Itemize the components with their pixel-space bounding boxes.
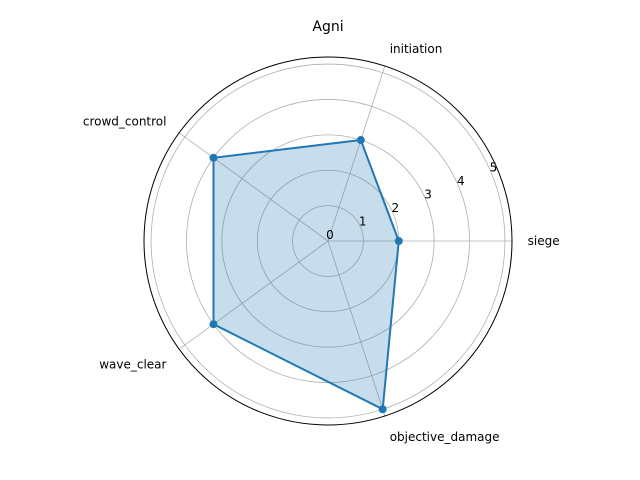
radial-tick-label: 5 — [490, 160, 498, 174]
radial-tick-label: 4 — [457, 174, 465, 188]
radial-tick-label: 1 — [359, 214, 367, 228]
chart-title: Agni — [312, 19, 343, 35]
category-label: wave_clear — [99, 357, 166, 371]
spoke-gridline — [327, 65, 386, 242]
data-point — [356, 136, 365, 145]
spoke-gridline — [178, 132, 329, 242]
data-point — [378, 405, 387, 414]
radial-tick-label: 2 — [392, 201, 400, 215]
radial-tick-label: 0 — [326, 228, 334, 242]
series-area — [212, 139, 400, 411]
radial-tick-label: 3 — [424, 187, 432, 201]
category-label: objective_damage — [390, 430, 500, 444]
data-point — [209, 153, 218, 162]
category-label: crowd_control — [83, 115, 167, 129]
data-point — [209, 320, 218, 329]
label-layer: 0 1 2 3 4 5 siege initiation crowd_control wave_c… — [83, 42, 560, 444]
data-point — [394, 237, 403, 245]
category-label: siege — [528, 234, 560, 248]
spoke-gridline — [178, 240, 329, 350]
spoke-gridline — [327, 240, 386, 417]
category-label: initiation — [390, 42, 443, 56]
series-layer — [209, 136, 403, 414]
outer-frame — [143, 56, 513, 426]
